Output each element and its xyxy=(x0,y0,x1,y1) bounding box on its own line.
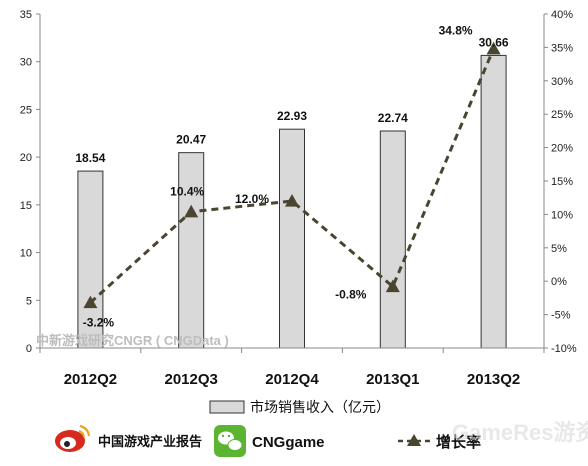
y-left-tick-label: 35 xyxy=(20,9,32,21)
growth-point-2012Q2 xyxy=(83,295,98,309)
y-left-tick-label: 15 xyxy=(20,200,32,212)
y-right-tick-label: -5% xyxy=(551,310,571,322)
y-right-tick-label: 5% xyxy=(551,243,567,255)
y-right-tick-label: 40% xyxy=(551,9,573,21)
y-right-tick-label: 30% xyxy=(551,76,573,88)
x-tick-label-2012Q2: 2012Q2 xyxy=(64,371,117,388)
wechat-icon xyxy=(214,425,246,457)
growth-point-2013Q1 xyxy=(385,279,400,293)
weibo-label: 中国游戏产业报告 xyxy=(98,434,202,449)
legend-bar-label: 市场销售收入（亿元） xyxy=(250,399,390,415)
wechat-label: CNGgame xyxy=(252,434,325,451)
y-left-tick-label: 30 xyxy=(20,57,32,69)
legend-line-label: 增长率 xyxy=(436,433,481,451)
growth-label-2013Q1: -0.8% xyxy=(335,288,367,302)
bar-label-2012Q2: 18.54 xyxy=(75,151,105,165)
growth-point-2012Q3 xyxy=(184,204,199,218)
weibo-icon xyxy=(55,424,91,452)
bar-2012Q2 xyxy=(77,170,104,349)
watermark: 中新游戏研究CNGR ( CNGData ) xyxy=(36,333,229,348)
bar-label-2013Q1: 22.74 xyxy=(378,111,408,125)
legend-line-swatch xyxy=(398,434,430,446)
y-left-tick-label: 0 xyxy=(26,343,32,355)
growth-rate-line xyxy=(89,48,495,304)
bar-label-2013Q2: 30.66 xyxy=(479,35,509,49)
y-right-tick-label: 10% xyxy=(551,209,573,221)
growth-point-2013Q2 xyxy=(486,41,501,55)
y-left-tick-label: 5 xyxy=(26,295,32,307)
y-right-tick-label: 20% xyxy=(551,143,573,155)
x-tick-label-2012Q3: 2012Q3 xyxy=(165,371,218,388)
bar-label-2012Q4: 22.93 xyxy=(277,109,307,123)
y-left-tick-label: 25 xyxy=(20,104,32,116)
y-right-tick-label: 0% xyxy=(551,276,567,288)
bar-2012Q4 xyxy=(279,128,305,349)
bar-2012Q3 xyxy=(178,152,205,349)
axes-layer: 0 5 10 15 20 25 30 35 -10% -5% 0% 5% 10% 15% 20% 25% 30%… xyxy=(20,9,577,388)
site-watermark: GameRes游资网 xyxy=(452,420,588,445)
line-layer xyxy=(83,41,501,309)
bar-2013Q2 xyxy=(480,54,507,349)
y-left-tick-label: 10 xyxy=(20,248,32,260)
x-tick-label-2013Q1: 2013Q1 xyxy=(366,371,419,388)
growth-label-2012Q2: -3.2% xyxy=(83,316,115,330)
y-left-tick-label: 20 xyxy=(20,152,32,164)
y-right-tick-label: -10% xyxy=(551,343,577,355)
footer: 中国游戏产业报告 CNGgame 增长率 xyxy=(55,424,481,457)
bar-2013Q1 xyxy=(379,130,406,349)
y-right-tick-label: 15% xyxy=(551,176,573,188)
x-tick-label-2013Q2: 2013Q2 xyxy=(467,371,520,388)
x-tick-label-2012Q4: 2012Q4 xyxy=(265,371,319,388)
growth-label-2012Q3: 10.4% xyxy=(170,185,204,199)
growth-label-2013Q2: 34.8% xyxy=(439,24,473,38)
growth-point-2012Q4 xyxy=(285,194,299,207)
growth-label-2012Q4: 12.0% xyxy=(235,192,269,206)
y-right-tick-label: 35% xyxy=(551,42,573,54)
bar-label-2012Q3: 20.47 xyxy=(176,133,206,147)
legend: 市场销售收入（亿元） xyxy=(209,399,390,415)
legend-bar-swatch xyxy=(209,400,245,414)
y-right-tick-label: 25% xyxy=(551,109,573,121)
labels-layer: 18.54 20.47 22.93 22.74 30.66 -3.2% 10.4% 12.0%… xyxy=(75,24,509,330)
bars-layer xyxy=(77,54,507,349)
